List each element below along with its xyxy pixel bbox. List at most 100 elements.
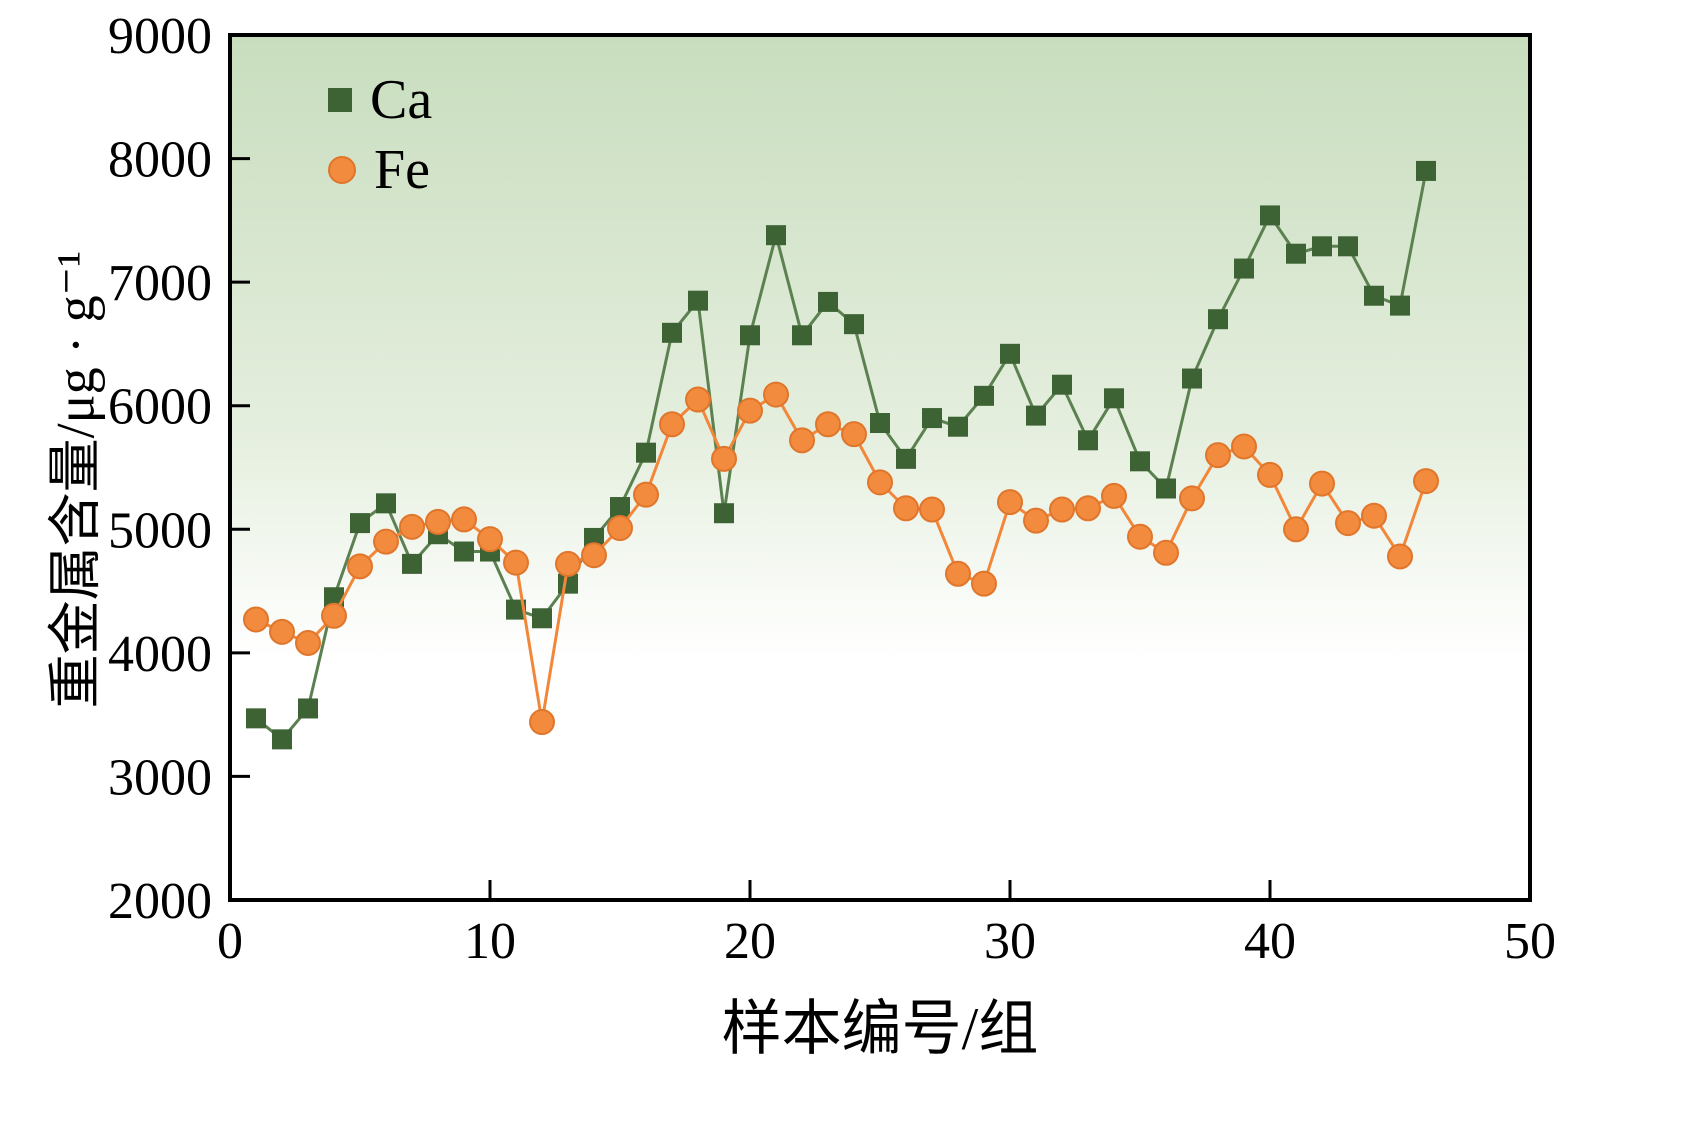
fe-circle-marker-icon [328,156,356,184]
fe-data-point [685,386,711,413]
fe-data-point [1101,482,1127,509]
fe-data-point [763,381,789,408]
ca-data-point [1208,309,1228,330]
y-tick-label: 3000 [108,749,212,806]
ca-data-point [662,322,682,343]
chart-legend: Ca Fe [328,72,432,198]
ca-data-point [1312,236,1332,257]
fe-data-point [555,550,581,577]
legend-label-fe: Fe [374,139,430,201]
y-tick-label: 7000 [108,255,212,312]
ca-data-point [844,314,864,335]
fe-data-point [1127,523,1153,550]
legend-item-ca: Ca [328,72,432,128]
fe-data-point [1387,543,1413,570]
fe-data-point [633,481,659,508]
fe-data-point [919,496,945,523]
fe-data-point [893,495,919,522]
ca-data-point [324,587,344,608]
ca-data-point [1130,451,1150,472]
fe-data-point [815,411,841,438]
ca-data-point [1338,236,1358,257]
plot-background [230,35,1530,900]
ca-data-point [298,698,318,719]
ca-data-point [376,493,396,514]
ca-data-point [1416,160,1436,181]
fe-data-point [347,553,373,580]
ca-data-point [948,416,968,437]
series-markers-fe [243,381,1439,736]
fe-data-point [971,570,997,597]
fe-data-point [529,709,555,736]
fe-data-point [867,469,893,496]
fe-data-point [477,526,503,553]
y-axis-title: 重金属含量/μg · g⁻¹ [45,250,106,709]
ca-data-point [922,408,942,429]
fe-data-point [321,602,347,629]
series-markers-ca [246,160,1436,750]
y-tick-label: 2000 [108,873,212,930]
y-tick-label: 9000 [108,8,212,65]
fe-data-point [841,421,867,448]
ca-data-point [532,608,552,629]
x-axis-ticks: 0 10 20 30 40 50 [217,880,1556,970]
fe-data-point [503,549,529,576]
fe-data-point [425,508,451,535]
ca-data-point [740,325,760,346]
legend-label-ca: Ca [370,69,433,131]
ca-data-point [792,325,812,346]
ca-data-point [506,599,526,620]
fe-data-point [1361,502,1387,529]
fe-data-point [1257,461,1283,488]
fe-data-point [1231,433,1257,460]
y-axis-ticks: 2000 3000 4000 5000 6000 7000 8000 9000 [108,8,250,930]
fe-data-point [269,618,295,645]
ca-data-point [636,442,656,463]
x-tick-label: 20 [724,913,776,970]
ca-data-point [974,385,994,406]
ca-data-point [272,729,292,750]
fe-data-point [243,606,269,633]
ca-data-point [1260,205,1280,226]
ca-data-point [688,290,708,311]
fe-data-point [997,489,1023,516]
ca-data-point [402,553,422,574]
ca-data-point [1390,295,1410,316]
y-tick-label: 4000 [108,626,212,683]
fe-data-point [1335,510,1361,537]
ca-data-point [1234,258,1254,279]
x-tick-label: 30 [984,913,1036,970]
fe-data-point [789,427,815,454]
ca-data-point [896,448,916,469]
series-line-ca [255,170,1428,742]
ca-data-point [870,413,890,434]
ca-square-marker-icon [328,88,352,112]
fe-data-point [737,397,763,424]
ca-data-point [610,497,630,518]
ca-data-point [1104,388,1124,409]
fe-data-point [945,560,971,587]
fe-data-point [1283,516,1309,543]
fe-data-point [373,528,399,555]
ca-data-point [766,225,786,246]
fe-data-point [1179,485,1205,512]
ca-data-point [714,503,734,524]
fe-data-point [581,542,607,569]
fe-data-point [1413,468,1439,495]
ca-data-point [1364,285,1384,306]
ca-data-point [1000,343,1020,364]
ca-data-point [1182,368,1202,389]
fe-data-point [451,506,477,533]
ca-data-point [1052,374,1072,395]
ca-data-point [350,513,370,534]
fe-data-point [1049,496,1075,523]
fe-data-point [399,513,425,540]
ca-data-point [818,291,838,312]
fe-data-point [1309,470,1335,497]
x-axis-title: 样本编号/组 [721,996,1039,1062]
fe-data-point [295,629,321,656]
ca-data-point [246,708,266,729]
fe-data-point [607,515,633,542]
